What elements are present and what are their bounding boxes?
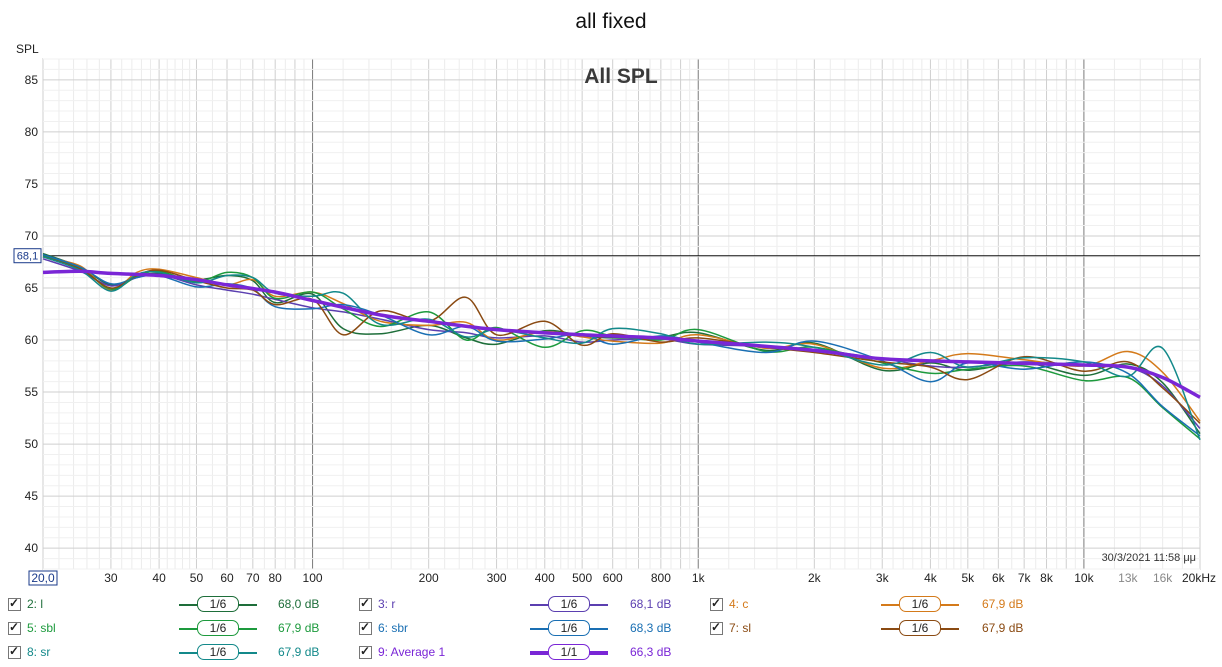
legend-entry: 3: r 1/6 68,1 dB — [0, 595, 1222, 615]
legend-level-value: 68,0 dB — [278, 597, 320, 611]
series-visibility-checkbox[interactable] — [8, 644, 21, 659]
y-tick-label: 40 — [25, 541, 39, 555]
x-tick-label: 100 — [303, 571, 323, 585]
y-tick-label: 45 — [25, 489, 39, 503]
legend-entry: 4: c 1/6 67,9 dB — [0, 595, 1222, 615]
level-cursor-value: 68,1 — [17, 251, 38, 263]
x-tick-label: 70 — [246, 571, 260, 585]
series-visibility-checkbox[interactable] — [710, 596, 723, 611]
x-tick-label: 30 — [104, 571, 118, 585]
x-tick-label: 60 — [220, 571, 234, 585]
smoothing-selector[interactable]: 1/6 — [530, 595, 608, 613]
legend-series-name: 4: c — [729, 597, 749, 611]
legend-entry: 7: sl 1/6 67,9 dB — [0, 619, 1222, 639]
legend-series-name: 6: sbr — [378, 621, 409, 635]
x-tick-label: 500 — [572, 571, 592, 585]
level-cursor-badge[interactable] — [13, 248, 42, 264]
x-tick-label: 13k — [1118, 571, 1138, 585]
smoothing-selector[interactable]: 1/6 — [530, 619, 608, 637]
series-visibility-checkbox[interactable] — [8, 620, 21, 635]
y-tick-label: 85 — [25, 73, 39, 87]
legend-entry: 2: l 1/6 68,0 dB — [0, 595, 1222, 615]
series-visibility-checkbox[interactable] — [359, 596, 372, 611]
window-title: all fixed — [575, 10, 647, 33]
timestamp: 30/3/2021 11:58 μμ — [1102, 552, 1196, 564]
legend-level-value: 67,9 dB — [982, 621, 1024, 635]
series-visibility-checkbox[interactable] — [359, 620, 372, 635]
x-tick-label: 7k — [1018, 571, 1032, 585]
y-tick-label: 55 — [25, 385, 39, 399]
x-tick-label: 600 — [603, 571, 623, 585]
grid-lines — [42, 58, 1201, 570]
y-tick-label: 75 — [25, 177, 39, 191]
y-tick-label: 70 — [25, 229, 39, 243]
y-axis-label: SPL — [16, 42, 39, 56]
smoothing-label: 1/6 — [899, 620, 941, 636]
legend-level-value: 67,9 dB — [278, 621, 320, 635]
legend-level-value: 67,9 dB — [278, 645, 320, 659]
x-cursor-badge[interactable] — [28, 570, 58, 586]
x-tick-label: 8k — [1040, 571, 1054, 585]
smoothing-label: 1/6 — [548, 596, 590, 612]
smoothing-selector[interactable]: 1/6 — [179, 619, 257, 637]
x-tick-label: 800 — [651, 571, 671, 585]
smoothing-selector[interactable]: 1/1 — [530, 643, 608, 661]
y-tick-labels: 85 80 75 70 65 60 55 50 45 40 68,1 — [13, 73, 42, 555]
smoothing-label: 1/6 — [197, 644, 239, 660]
legend-series-name: 2: l — [27, 597, 44, 611]
smoothing-selector[interactable]: 1/6 — [179, 595, 257, 613]
series-curves — [42, 252, 1201, 441]
x-tick-label: 16k — [1153, 571, 1173, 585]
legend-panel: 2: l 1/6 68,0 dB 3: r 1/6 68,1 dB 4: c 1/6 67,9 … — [0, 590, 1222, 667]
legend-entry: 5: sbl 1/6 67,9 dB — [0, 619, 1222, 639]
legend-level-value: 68,1 dB — [630, 597, 672, 611]
x-tick-label: 6k — [992, 571, 1006, 585]
y-tick-label: 80 — [25, 125, 39, 139]
x-tick-label: 50 — [190, 571, 204, 585]
x-tick-label: 20,0 — [31, 571, 55, 585]
x-tick-label: 3k — [876, 571, 890, 585]
series-line-9-average-1 — [42, 269, 1201, 399]
series-visibility-checkbox[interactable] — [710, 620, 723, 635]
smoothing-selector[interactable]: 1/6 — [179, 643, 257, 661]
y-tick-label: 65 — [25, 281, 39, 295]
x-tick-labels: 20,0 30 40 50 60 70 80 100 200 300 400 500 600 800 1k 2… — [28, 570, 1216, 586]
legend-level-value: 66,3 dB — [630, 645, 672, 659]
legend-level-value: 68,3 dB — [630, 621, 672, 635]
smoothing-label: 1/6 — [197, 620, 239, 636]
x-tick-label: 10k — [1074, 571, 1094, 585]
x-tick-label: 40 — [152, 571, 166, 585]
legend-series-name: 5: sbl — [27, 621, 56, 635]
x-tick-label: 400 — [535, 571, 555, 585]
legend-entry: 8: sr 1/6 67,9 dB — [0, 643, 1222, 663]
legend-entry: 9: Average 1 1/1 66,3 dB — [0, 643, 1222, 663]
legend-entry: 6: sbr 1/6 68,3 dB — [0, 619, 1222, 639]
legend-series-name: 7: sl — [729, 621, 752, 635]
y-tick-label: 60 — [25, 333, 39, 347]
smoothing-selector[interactable]: 1/6 — [881, 595, 959, 613]
legend-level-value: 67,9 dB — [982, 597, 1024, 611]
x-tick-label: 80 — [269, 571, 283, 585]
smoothing-label: 1/1 — [548, 644, 590, 660]
plot-title: All SPL — [584, 65, 658, 88]
series-visibility-checkbox[interactable] — [8, 596, 21, 611]
smoothing-selector[interactable]: 1/6 — [881, 619, 959, 637]
series-visibility-checkbox[interactable] — [359, 644, 372, 659]
x-tick-label: 4k — [924, 571, 938, 585]
smoothing-label: 1/6 — [197, 596, 239, 612]
x-tick-label: 2k — [808, 571, 822, 585]
y-tick-label: 50 — [25, 437, 39, 451]
legend-series-name: 8: sr — [27, 645, 51, 659]
legend-series-name: 9: Average 1 — [378, 645, 446, 659]
x-tick-label: 300 — [487, 571, 507, 585]
x-tick-label: 20kHz — [1182, 571, 1216, 585]
plot-area[interactable] — [42, 58, 1201, 570]
smoothing-label: 1/6 — [899, 596, 941, 612]
x-tick-label: 5k — [961, 571, 975, 585]
x-tick-label: 1k — [692, 571, 706, 585]
x-tick-label: 200 — [419, 571, 439, 585]
smoothing-label: 1/6 — [548, 620, 590, 636]
legend-series-name: 3: r — [378, 597, 396, 611]
